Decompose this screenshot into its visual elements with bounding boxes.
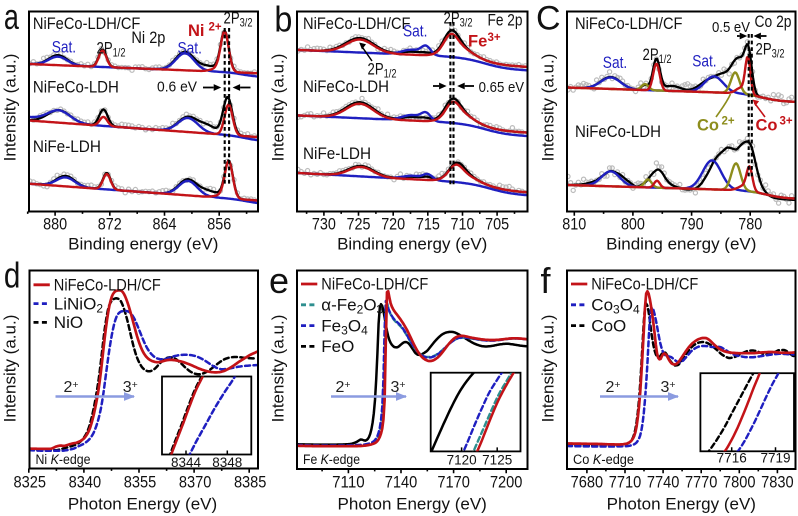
svg-text:7740: 7740 [647,472,680,491]
svg-text:7110: 7110 [332,472,365,491]
svg-text:b: b [274,0,292,39]
svg-text:Fe3O4: Fe3O4 [321,316,368,337]
svg-text:Co: Co [756,117,778,135]
svg-text:8325: 8325 [14,472,47,491]
svg-text:Sat.: Sat. [178,39,202,58]
svg-text:Sat.: Sat. [603,53,627,72]
svg-text:7170: 7170 [437,472,470,491]
svg-text:Co K-edge: Co K-edge [573,452,634,467]
svg-text:Binding energy (eV): Binding energy (eV) [337,235,487,254]
svg-text:7710: 7710 [609,472,642,491]
svg-text:FeO: FeO [321,337,354,356]
svg-text:Binding energy (eV): Binding energy (eV) [68,235,218,254]
svg-text:800: 800 [621,215,645,234]
svg-text:Photon Energy (eV): Photon Energy (eV) [607,495,756,514]
svg-text:7830: 7830 [761,472,794,491]
svg-text:0.65 eV: 0.65 eV [479,79,524,96]
svg-text:Photon Energy (eV): Photon Energy (eV) [68,495,217,514]
svg-text:7800: 7800 [723,472,756,491]
svg-text:Intensity (a.u.): Intensity (a.u.) [1,54,20,162]
svg-text:7140: 7140 [385,472,418,491]
svg-text:7125: 7125 [482,453,512,468]
svg-text:CoO: CoO [591,316,626,335]
svg-text:LiNiO2: LiNiO2 [54,294,104,315]
svg-text:7770: 7770 [685,472,718,491]
svg-text:Co3O4: Co3O4 [591,296,640,317]
svg-text:3+: 3+ [488,32,501,44]
svg-text:α-Fe2O3: α-Fe2O3 [321,296,383,317]
svg-text:7680: 7680 [571,472,604,491]
svg-text:a: a [4,0,20,37]
svg-text:8385: 8385 [234,472,267,491]
svg-text:856: 856 [207,215,231,234]
svg-text:Ni 2p: Ni 2p [131,28,165,47]
svg-text:NiFeCo-LDH: NiFeCo-LDH [33,78,119,97]
svg-text:Intensity (a.u.): Intensity (a.u.) [539,315,558,423]
svg-text:NiFe-LDH: NiFe-LDH [303,144,371,163]
svg-text:8370: 8370 [179,472,212,491]
svg-text:d: d [4,255,21,296]
svg-text:720: 720 [381,215,405,234]
svg-text:NiFeCo-LDH/CF: NiFeCo-LDH/CF [33,14,140,33]
svg-text:NiFeCo-LDH/CF: NiFeCo-LDH/CF [591,275,698,294]
svg-text:730: 730 [312,215,336,234]
svg-text:2+: 2+ [722,116,735,128]
svg-text:Sat.: Sat. [692,52,716,71]
svg-text:7120: 7120 [447,453,477,468]
svg-text:NiO: NiO [54,313,83,332]
svg-text:725: 725 [347,215,371,234]
svg-text:NiFeCo-LDH/CF: NiFeCo-LDH/CF [575,14,683,33]
svg-text:Fe 2p: Fe 2p [488,11,523,30]
svg-text:810: 810 [562,215,586,234]
svg-text:872: 872 [98,215,122,234]
svg-text:Fe K-edge: Fe K-edge [303,452,360,467]
svg-text:Intensity (a.u.): Intensity (a.u.) [269,54,288,162]
svg-text:8340: 8340 [69,472,102,491]
svg-text:Co: Co [697,117,719,135]
svg-text:NiFeCo-LDH: NiFeCo-LDH [303,77,389,96]
svg-text:780: 780 [738,215,762,234]
svg-text:Sat.: Sat. [52,38,76,57]
svg-text:880: 880 [43,215,67,234]
svg-text:f: f [541,260,552,301]
svg-text:0.5 eV: 0.5 eV [712,19,750,36]
svg-text:8355: 8355 [124,472,157,491]
svg-text:8348: 8348 [212,455,242,470]
svg-text:7200: 7200 [490,472,523,491]
svg-text:Sat.: Sat. [403,22,427,41]
svg-text:NiFeCo-LDH/CF: NiFeCo-LDH/CF [54,276,161,295]
svg-text:Intensity (a.u.): Intensity (a.u.) [1,315,20,423]
svg-text:7716: 7716 [717,451,747,466]
svg-text:3+: 3+ [780,116,793,128]
svg-text:Ni: Ni [188,22,205,40]
svg-text:C: C [536,0,561,38]
svg-text:Intensity (a.u.): Intensity (a.u.) [269,315,288,423]
svg-text:e: e [269,260,289,301]
svg-text:7719: 7719 [760,451,790,466]
svg-text:0.6 eV: 0.6 eV [157,79,197,96]
svg-text:715: 715 [416,215,440,234]
svg-text:Intensity (a.u.): Intensity (a.u.) [539,54,558,162]
svg-text:8344: 8344 [171,455,202,470]
svg-text:710: 710 [451,215,475,234]
svg-text:NiFeCo-LDH/CF: NiFeCo-LDH/CF [303,14,411,33]
svg-text:Fe: Fe [468,33,487,51]
svg-text:790: 790 [680,215,704,234]
svg-text:Binding energy (eV): Binding energy (eV) [606,235,756,254]
svg-text:NiFeCo-LDH/CF: NiFeCo-LDH/CF [321,275,428,294]
svg-text:NiFe-LDH: NiFe-LDH [33,137,101,156]
svg-text:Photon Energy (eV): Photon Energy (eV) [338,495,487,514]
svg-text:Ni K-edge: Ni K-edge [36,452,91,467]
svg-text:864: 864 [153,215,177,234]
svg-text:NiFeCo-LDH: NiFeCo-LDH [575,122,661,141]
svg-text:Co 2p: Co 2p [755,12,792,31]
svg-text:705: 705 [485,215,509,234]
svg-text:2+: 2+ [209,22,222,34]
